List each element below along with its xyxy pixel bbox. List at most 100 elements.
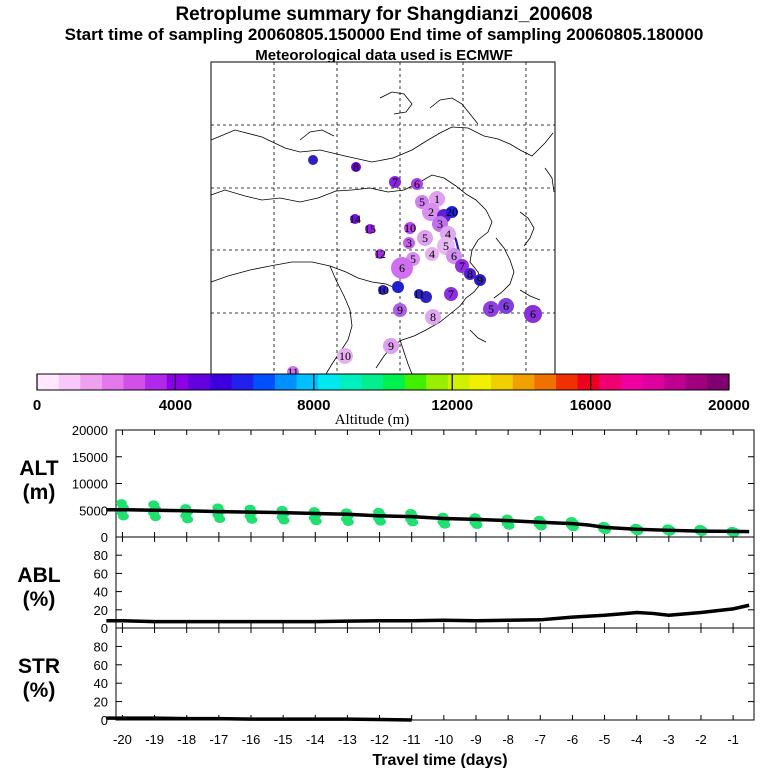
panel-str: 80 60 40 20 0 STR(%) xyxy=(18,627,755,728)
plume-cluster-dot xyxy=(378,285,388,295)
colorbar-swatch xyxy=(556,374,579,390)
panel-ylabel: STR xyxy=(18,655,60,678)
y-tick-label: 60 xyxy=(94,566,108,581)
plume-cluster-label: 9 xyxy=(397,303,403,317)
plume-cluster-label: 6 xyxy=(451,249,457,263)
colorbar-tick-label: 16000 xyxy=(570,397,612,414)
plume-cluster-dot xyxy=(429,191,445,207)
plume-cluster-dot xyxy=(403,237,415,249)
colorbar-swatch xyxy=(620,374,643,390)
panel-ylabel: ABL xyxy=(17,564,60,587)
colorbar-swatch xyxy=(577,374,600,390)
colorbar-tick-label: 4000 xyxy=(159,397,192,414)
plume-cluster-label: 10 xyxy=(339,349,351,363)
series-line-str xyxy=(106,716,412,722)
y-tick-label: 20 xyxy=(94,695,108,710)
met-data-note: Meteorological data used is ECMWF xyxy=(255,47,513,64)
colorbar-swatch xyxy=(426,374,449,390)
colorbar-swatch xyxy=(404,374,427,390)
altitude-cluster-point xyxy=(503,521,515,530)
plume-cluster-label: 7 xyxy=(392,175,398,189)
plume-cluster-label: 6 xyxy=(414,177,420,191)
plume-cluster-dot xyxy=(498,298,514,314)
y-tick-label: 0 xyxy=(101,713,108,728)
y-tick-label: 60 xyxy=(94,658,108,673)
plume-cluster-label: 12 xyxy=(374,247,386,261)
x-tick-label: -20 xyxy=(113,732,132,747)
plume-cluster-dot xyxy=(393,303,407,317)
altitude-cluster-point xyxy=(373,507,385,516)
colorbar-swatch xyxy=(80,374,103,390)
colorbar-swatch xyxy=(642,374,665,390)
colorbar-swatch xyxy=(707,374,730,390)
plume-cluster-label: 11 xyxy=(287,365,299,379)
x-tick-label: -17 xyxy=(209,732,228,747)
colorbar-swatch xyxy=(361,374,384,390)
plume-cluster-label: 5 xyxy=(410,252,416,266)
altitude-cluster-point xyxy=(407,518,419,527)
plume-cluster-dot xyxy=(446,206,458,218)
plume-cluster-label: 10 xyxy=(404,221,416,235)
altitude-cluster-point xyxy=(182,515,194,524)
altitude-cluster-point xyxy=(148,500,160,509)
plume-cluster-label: 15 xyxy=(364,222,376,236)
plume-cluster-label: 7 xyxy=(448,287,454,301)
colorbar-tick-label: 0 xyxy=(33,397,41,414)
plume-cluster-label: 1 xyxy=(434,192,440,206)
panel-ylabel: (%) xyxy=(23,679,56,702)
x-tick-label: -2 xyxy=(695,732,707,747)
coastlines xyxy=(210,91,555,375)
time-series-panels: 20000150001000050000ALT(m)806040200ABL(%… xyxy=(17,423,755,747)
x-tick-label: -3 xyxy=(663,732,675,747)
colorbar-tick-label: 12000 xyxy=(431,397,473,414)
colorbar-swatch xyxy=(339,374,362,390)
y-tick-label: 15000 xyxy=(72,450,108,465)
colorbar-swatch xyxy=(145,374,168,390)
plume-cluster-dot xyxy=(337,348,353,364)
plume-cluster-dot xyxy=(391,257,413,279)
panel-abl: 80 60 40 20 0 ABL(%) xyxy=(17,536,755,636)
colorbar-swatch xyxy=(599,374,622,390)
x-tick-label: -18 xyxy=(177,732,196,747)
colorbar-swatch xyxy=(318,374,341,390)
y-tick-label: 0 xyxy=(101,530,108,545)
y-tick-label: 5000 xyxy=(79,503,108,518)
plume-cluster-dot xyxy=(375,249,385,259)
plume-cluster-dot xyxy=(446,248,462,264)
panel-ylabel: (%) xyxy=(23,588,56,611)
altitude-cluster-point xyxy=(310,517,322,526)
altitude-colorbar: 0 4000 8000 12000 16000 20000 Altitude (m) xyxy=(33,373,750,428)
altitude-cluster-point xyxy=(375,517,387,526)
colorbar-swatch xyxy=(469,374,492,390)
altitude-cluster-point xyxy=(212,503,224,512)
plume-cluster-dot xyxy=(425,247,439,261)
x-tick-label: -10 xyxy=(434,732,453,747)
colorbar-swatch xyxy=(664,374,687,390)
colorbar-swatch xyxy=(383,374,406,390)
plume-cluster-dot xyxy=(444,287,458,301)
plume-cluster-label: 11 xyxy=(413,287,425,301)
sampling-times: Start time of sampling 20060805.150000 E… xyxy=(64,25,704,44)
plume-cluster-label: 8 xyxy=(430,310,436,324)
colorbar-swatch xyxy=(534,374,557,390)
panel-ylabel: ALT xyxy=(19,457,58,480)
panel-frame xyxy=(115,429,755,538)
altitude-cluster-point xyxy=(117,512,129,521)
plume-cluster-label: 8 xyxy=(353,160,359,174)
colorbar-swatch xyxy=(685,374,708,390)
series-line-alt xyxy=(106,507,750,534)
x-tick-label: -11 xyxy=(403,732,421,747)
plume-cluster-label: 5 xyxy=(422,231,428,245)
colorbar-swatch xyxy=(274,374,297,390)
y-tick-label: 40 xyxy=(94,676,108,691)
colorbar-swatch xyxy=(101,374,124,390)
colorbar-swatch xyxy=(188,374,211,390)
x-tick-label: -7 xyxy=(534,732,546,747)
plume-cluster-label: 4 xyxy=(429,247,435,261)
x-tick-label: -5 xyxy=(599,732,611,747)
plume-cluster-label: 9 xyxy=(388,339,394,353)
x-tick-label: -15 xyxy=(274,732,293,747)
colorbar-swatch xyxy=(253,374,276,390)
